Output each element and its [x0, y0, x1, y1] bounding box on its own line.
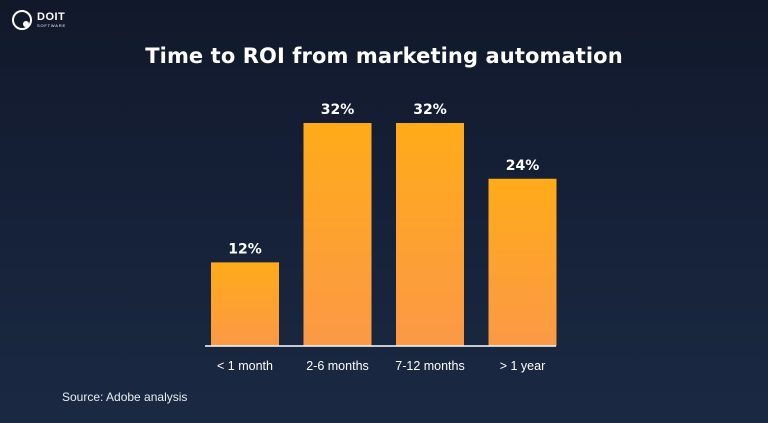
data-label-3: 24% [506, 158, 540, 174]
bar-3 [488, 178, 557, 346]
data-label-1: 32% [321, 102, 355, 118]
data-label-0: 12% [228, 241, 262, 257]
source-note: Source: Adobe analysis [62, 390, 188, 404]
chart-title: Time to ROI from marketing automation [145, 44, 623, 68]
logo-name: DOIT [37, 11, 66, 23]
category-label-2: 7-12 months [395, 359, 464, 373]
category-label-3: > 1 year [500, 359, 546, 373]
brand-logo: DOIT SOFTWARE [12, 10, 66, 30]
logo-circle-icon [12, 10, 32, 30]
bar-1 [303, 123, 372, 346]
bar-2 [396, 123, 464, 346]
logo-text: DOIT SOFTWARE [37, 12, 66, 28]
data-label-2: 32% [413, 102, 447, 118]
bar-0 [211, 262, 279, 346]
category-label-1: 2-6 months [306, 359, 369, 373]
category-label-0: < 1 month [217, 359, 273, 373]
logo-subtitle: SOFTWARE [37, 23, 66, 28]
